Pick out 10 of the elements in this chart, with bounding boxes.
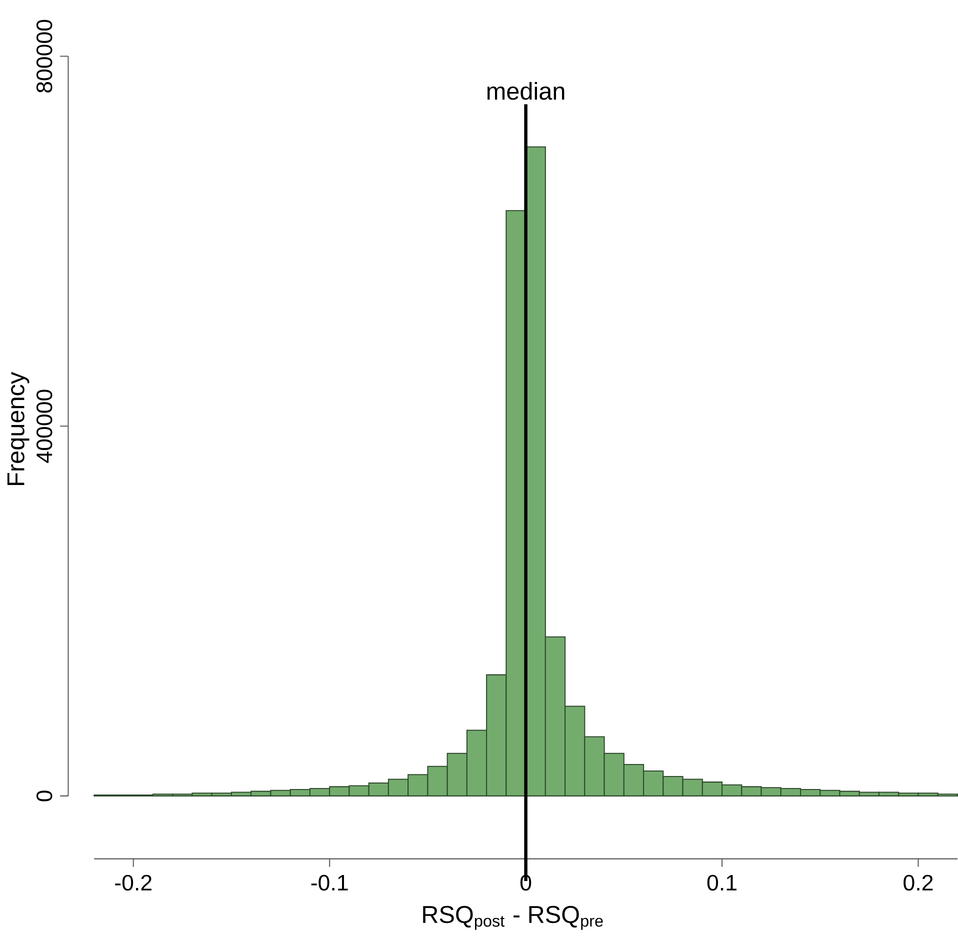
x-tick-label: -0.2	[115, 874, 152, 890]
x-axis-title: RSQ$_{post}$ - RSQ$_{pre}$	[423, 906, 603, 930]
y-tick-label: 400000	[36, 390, 52, 463]
y-tick-label: 800000	[36, 20, 52, 92]
y-axis-title: Frequency	[7, 372, 30, 485]
y-tick-label: 0	[36, 790, 52, 802]
x-tick-label: -0.1	[311, 874, 348, 890]
x-tick-label: 0.1	[707, 874, 736, 890]
x-tick-label: 0.2	[904, 874, 933, 890]
ref-line-label: median	[487, 82, 564, 100]
